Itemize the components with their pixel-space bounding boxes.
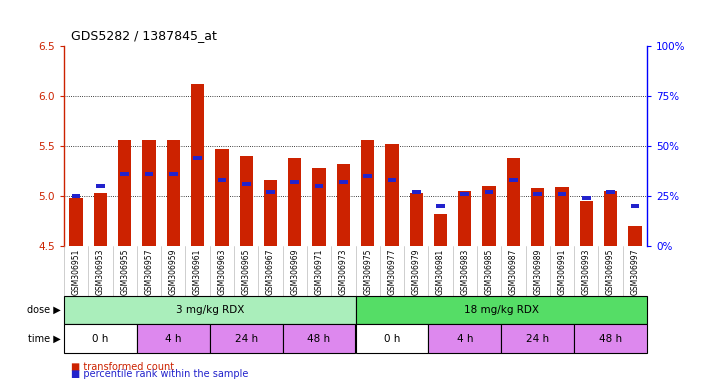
Text: 18 mg/kg RDX: 18 mg/kg RDX bbox=[464, 305, 539, 315]
Bar bbox=[483, 186, 496, 246]
Bar bbox=[266, 190, 275, 194]
Bar bbox=[485, 190, 493, 194]
Bar bbox=[356, 296, 647, 324]
Bar bbox=[169, 172, 178, 176]
Bar bbox=[579, 201, 593, 246]
Bar bbox=[557, 192, 567, 196]
Bar bbox=[64, 296, 356, 324]
Bar bbox=[582, 196, 591, 200]
Text: 48 h: 48 h bbox=[307, 334, 331, 344]
Bar bbox=[282, 324, 356, 353]
Text: 24 h: 24 h bbox=[235, 334, 258, 344]
Bar bbox=[215, 149, 228, 246]
Text: GSM306995: GSM306995 bbox=[606, 248, 615, 295]
Bar bbox=[288, 158, 301, 246]
Bar bbox=[461, 192, 469, 196]
Bar bbox=[531, 188, 545, 246]
Text: 4 h: 4 h bbox=[165, 334, 181, 344]
Bar bbox=[533, 192, 542, 196]
Bar bbox=[96, 184, 105, 188]
Text: GSM306955: GSM306955 bbox=[120, 248, 129, 295]
Text: GSM306971: GSM306971 bbox=[314, 248, 324, 295]
Bar bbox=[240, 156, 253, 246]
Text: GSM306969: GSM306969 bbox=[290, 248, 299, 295]
Bar bbox=[574, 324, 647, 353]
Bar bbox=[385, 144, 399, 246]
Text: time ▶: time ▶ bbox=[28, 334, 60, 344]
Bar bbox=[412, 190, 421, 194]
Bar bbox=[337, 164, 350, 246]
Text: 24 h: 24 h bbox=[526, 334, 550, 344]
Bar bbox=[606, 190, 615, 194]
Text: 4 h: 4 h bbox=[456, 334, 473, 344]
Bar bbox=[629, 226, 641, 246]
Bar bbox=[509, 178, 518, 182]
Text: 48 h: 48 h bbox=[599, 334, 622, 344]
Bar bbox=[191, 84, 204, 246]
Text: GSM306993: GSM306993 bbox=[582, 248, 591, 295]
Bar bbox=[387, 178, 396, 182]
Bar bbox=[436, 204, 445, 208]
Text: GSM306951: GSM306951 bbox=[72, 248, 80, 295]
Text: 0 h: 0 h bbox=[92, 334, 109, 344]
Bar bbox=[501, 324, 574, 353]
Bar bbox=[312, 168, 326, 246]
Bar bbox=[604, 191, 617, 246]
Bar bbox=[290, 180, 299, 184]
Text: 0 h: 0 h bbox=[384, 334, 400, 344]
Text: GSM306989: GSM306989 bbox=[533, 248, 542, 295]
Text: GSM306963: GSM306963 bbox=[218, 248, 226, 295]
Text: dose ▶: dose ▶ bbox=[27, 305, 60, 315]
Bar bbox=[356, 324, 428, 353]
Bar bbox=[555, 187, 569, 246]
Bar bbox=[166, 140, 180, 246]
Text: GSM306979: GSM306979 bbox=[412, 248, 421, 295]
Bar bbox=[410, 193, 423, 246]
Bar bbox=[363, 174, 372, 178]
Bar bbox=[428, 324, 501, 353]
Bar bbox=[142, 140, 156, 246]
Text: GSM306953: GSM306953 bbox=[96, 248, 105, 295]
Text: GDS5282 / 1387845_at: GDS5282 / 1387845_at bbox=[71, 29, 217, 42]
Bar bbox=[218, 178, 226, 182]
Text: GSM306991: GSM306991 bbox=[557, 248, 567, 295]
Text: GSM306961: GSM306961 bbox=[193, 248, 202, 295]
Bar bbox=[242, 182, 250, 186]
Bar bbox=[434, 214, 447, 246]
Bar bbox=[507, 158, 520, 246]
Text: GSM306959: GSM306959 bbox=[169, 248, 178, 295]
Text: ■ percentile rank within the sample: ■ percentile rank within the sample bbox=[71, 369, 248, 379]
Text: ■ transformed count: ■ transformed count bbox=[71, 362, 174, 372]
Bar bbox=[361, 140, 374, 246]
Bar bbox=[64, 324, 137, 353]
Bar bbox=[144, 172, 154, 176]
Bar bbox=[94, 193, 107, 246]
Bar bbox=[70, 198, 82, 246]
Bar bbox=[315, 184, 324, 188]
Bar bbox=[264, 180, 277, 246]
Bar bbox=[137, 324, 210, 353]
Bar bbox=[118, 140, 132, 246]
Bar bbox=[458, 191, 471, 246]
Text: GSM306987: GSM306987 bbox=[509, 248, 518, 295]
Text: GSM306983: GSM306983 bbox=[460, 248, 469, 295]
Bar bbox=[631, 204, 639, 208]
Bar bbox=[72, 194, 80, 198]
Text: GSM306975: GSM306975 bbox=[363, 248, 372, 295]
Text: GSM306967: GSM306967 bbox=[266, 248, 275, 295]
Bar bbox=[193, 156, 202, 160]
Bar bbox=[120, 172, 129, 176]
Text: GSM306973: GSM306973 bbox=[339, 248, 348, 295]
Bar bbox=[210, 324, 282, 353]
Text: GSM306997: GSM306997 bbox=[631, 248, 639, 295]
Text: GSM306965: GSM306965 bbox=[242, 248, 251, 295]
Text: GSM306981: GSM306981 bbox=[436, 248, 445, 295]
Text: GSM306957: GSM306957 bbox=[144, 248, 154, 295]
Text: GSM306985: GSM306985 bbox=[485, 248, 493, 295]
Text: GSM306977: GSM306977 bbox=[387, 248, 397, 295]
Text: 3 mg/kg RDX: 3 mg/kg RDX bbox=[176, 305, 244, 315]
Bar bbox=[339, 180, 348, 184]
